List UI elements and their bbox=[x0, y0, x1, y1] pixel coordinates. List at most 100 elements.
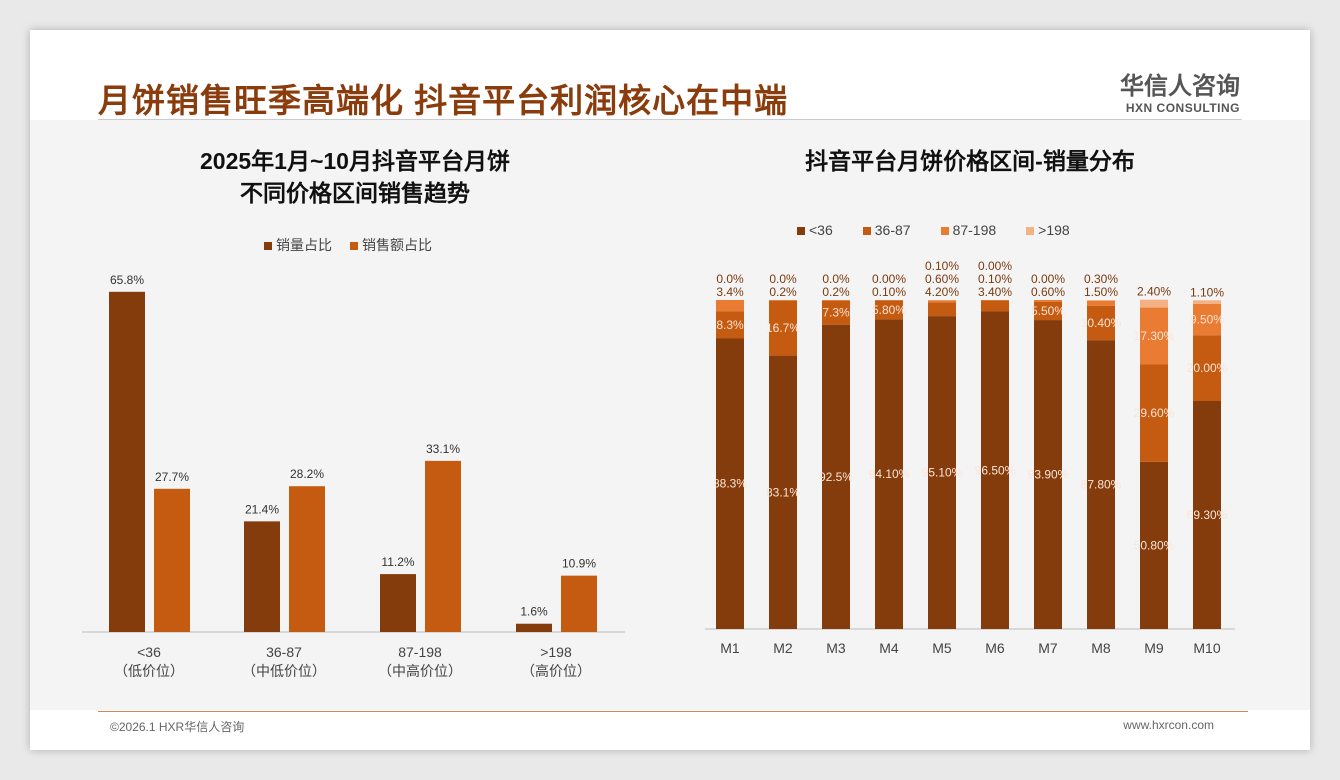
legend-swatch bbox=[940, 227, 949, 235]
data-label: 5.50% bbox=[1031, 304, 1065, 318]
stacked-bar-segment bbox=[769, 300, 797, 301]
x-tick-sublabel: （中高价位） bbox=[378, 663, 462, 679]
bar-sales-amount bbox=[425, 460, 461, 632]
data-label: 10.40% bbox=[1081, 316, 1122, 330]
x-tick-label: M2 bbox=[773, 640, 793, 656]
data-label: 83.1% bbox=[766, 485, 800, 499]
data-label: 27.7% bbox=[155, 470, 189, 484]
stacked-bar-segment bbox=[822, 324, 850, 629]
data-label: 0.10% bbox=[978, 272, 1012, 286]
bar-sales-amount bbox=[154, 488, 190, 632]
stacked-bar-segment bbox=[1140, 364, 1168, 462]
x-tick-label: M7 bbox=[1038, 640, 1058, 656]
footer-divider bbox=[98, 711, 1248, 712]
logo: 华信人咨询 HXN CONSULTING bbox=[1120, 66, 1240, 115]
data-label: 0.60% bbox=[1031, 285, 1065, 299]
data-label: 3.40% bbox=[978, 285, 1012, 299]
data-label: 69.30% bbox=[1187, 508, 1228, 522]
data-label: 33.1% bbox=[426, 442, 460, 456]
data-label: 2.40% bbox=[1137, 285, 1171, 299]
stacked-bar-segment bbox=[716, 300, 744, 312]
data-label: 0.00% bbox=[978, 259, 1012, 273]
bar-sales-amount bbox=[561, 575, 597, 632]
data-label: 7.3% bbox=[822, 306, 850, 320]
stacked-bar-segment bbox=[875, 319, 903, 629]
data-label: 0.00% bbox=[1031, 272, 1065, 286]
stacked-bar-segment bbox=[1140, 299, 1168, 308]
stacked-bar-segment bbox=[928, 300, 956, 303]
stacked-bar-segment bbox=[1087, 305, 1115, 341]
data-label: 17.30% bbox=[1134, 329, 1175, 343]
data-label: 0.60% bbox=[925, 272, 959, 286]
footer-website: www.hxrcon.com bbox=[1123, 718, 1214, 732]
stacked-bar-segment bbox=[981, 300, 1009, 312]
legend-label: 87-198 bbox=[952, 222, 997, 238]
data-label: 0.2% bbox=[822, 285, 850, 299]
stacked-bar-segment bbox=[875, 300, 903, 320]
stacked-bar-segment bbox=[1087, 300, 1115, 306]
stacked-bar-segment bbox=[1087, 340, 1115, 629]
data-label: 50.80% bbox=[1134, 538, 1175, 552]
data-label: 0.30% bbox=[1084, 272, 1118, 286]
bar-sales-volume bbox=[380, 574, 416, 632]
stacked-bar-segment bbox=[822, 300, 850, 325]
stacked-bar-segment bbox=[1193, 335, 1221, 402]
header-divider bbox=[98, 119, 1242, 120]
legend-swatch bbox=[797, 227, 805, 235]
stacked-bar-segment bbox=[769, 355, 797, 629]
x-tick-sublabel: （低价位） bbox=[114, 663, 184, 679]
legend-item: <36 bbox=[797, 222, 833, 238]
stacked-bar-segment bbox=[822, 300, 850, 301]
legend-item: 销量占比 bbox=[264, 235, 332, 255]
data-label: 92.5% bbox=[819, 470, 853, 484]
bar-sales-volume bbox=[244, 521, 280, 632]
data-label: 0.0% bbox=[769, 272, 797, 286]
stacked-bar-segment bbox=[928, 302, 956, 317]
page-title: 月饼销售旺季高端化 抖音平台利润核心在中端 bbox=[98, 82, 789, 119]
x-tick-label: M10 bbox=[1193, 640, 1220, 656]
data-label: 10.9% bbox=[562, 557, 596, 571]
data-label: 1.6% bbox=[520, 605, 548, 619]
x-tick-sublabel: （高价位） bbox=[521, 663, 591, 679]
data-label: 20.00% bbox=[1187, 361, 1228, 375]
stacked-bar-segment bbox=[981, 311, 1009, 629]
stacked-bar-segment bbox=[1193, 300, 1221, 304]
data-label: 94.10% bbox=[869, 467, 910, 481]
data-label: 1.50% bbox=[1084, 285, 1118, 299]
data-label: 28.2% bbox=[290, 467, 324, 481]
x-tick-label: M1 bbox=[720, 640, 740, 656]
data-label: 0.10% bbox=[925, 259, 959, 273]
data-label: 1.10% bbox=[1190, 285, 1224, 299]
legend-item: 36-87 bbox=[862, 222, 911, 238]
data-label: 96.50% bbox=[975, 463, 1016, 477]
x-tick-label: M3 bbox=[826, 640, 846, 656]
legend-item: 87-198 bbox=[940, 222, 997, 238]
data-label: 9.50% bbox=[1190, 313, 1224, 327]
legend-label: 销售额占比 bbox=[362, 237, 432, 253]
data-label: 0.0% bbox=[716, 272, 744, 286]
stacked-bar-segment bbox=[1140, 461, 1168, 629]
logo-cn: 华信人咨询 bbox=[1120, 73, 1240, 100]
legend-swatch bbox=[862, 227, 871, 235]
data-label: 88.3% bbox=[713, 477, 747, 491]
data-label: 0.0% bbox=[822, 272, 850, 286]
x-tick-label: M5 bbox=[932, 640, 952, 656]
data-label: 29.60% bbox=[1134, 406, 1175, 420]
left-chart-title-line1: 2025年1月~10月抖音平台月饼 bbox=[200, 148, 510, 174]
left-chart-title-line2: 不同价格区间销售趋势 bbox=[240, 180, 470, 206]
legend-swatch bbox=[1026, 227, 1035, 235]
data-label: 5.80% bbox=[872, 303, 906, 317]
logo-en: HXN CONSULTING bbox=[1125, 101, 1240, 115]
data-label: 4.20% bbox=[925, 285, 959, 299]
stacked-bar-segment bbox=[1087, 300, 1115, 301]
bar-sales-volume bbox=[109, 291, 145, 632]
data-label: 0.00% bbox=[872, 272, 906, 286]
legend-label: >198 bbox=[1038, 222, 1070, 238]
stacked-bar-segment bbox=[928, 316, 956, 629]
stacked-bar-segment bbox=[1140, 307, 1168, 365]
stacked-bar-segment bbox=[769, 300, 797, 356]
x-tick-sublabel: （中低价位） bbox=[242, 663, 326, 679]
left-chart-title: 2025年1月~10月抖音平台月饼 不同价格区间销售趋势 bbox=[130, 145, 580, 209]
data-label: 95.10% bbox=[922, 466, 963, 480]
